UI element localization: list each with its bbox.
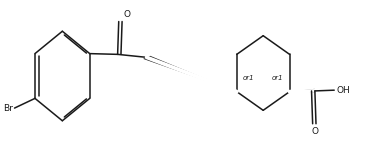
Polygon shape xyxy=(143,56,237,92)
Text: O: O xyxy=(311,127,318,136)
Text: OH: OH xyxy=(336,86,350,95)
Text: or1: or1 xyxy=(272,75,284,81)
Text: Br: Br xyxy=(3,104,13,113)
Text: O: O xyxy=(124,10,131,19)
Polygon shape xyxy=(290,89,315,93)
Text: or1: or1 xyxy=(243,75,254,81)
